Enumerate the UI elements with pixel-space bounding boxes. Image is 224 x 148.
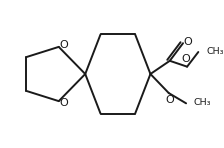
- Text: O: O: [60, 40, 68, 50]
- Text: O: O: [165, 95, 174, 105]
- Text: O: O: [182, 54, 190, 64]
- Text: O: O: [60, 98, 68, 108]
- Text: CH₃: CH₃: [206, 47, 224, 56]
- Text: CH₃: CH₃: [193, 98, 211, 107]
- Text: O: O: [184, 37, 192, 47]
